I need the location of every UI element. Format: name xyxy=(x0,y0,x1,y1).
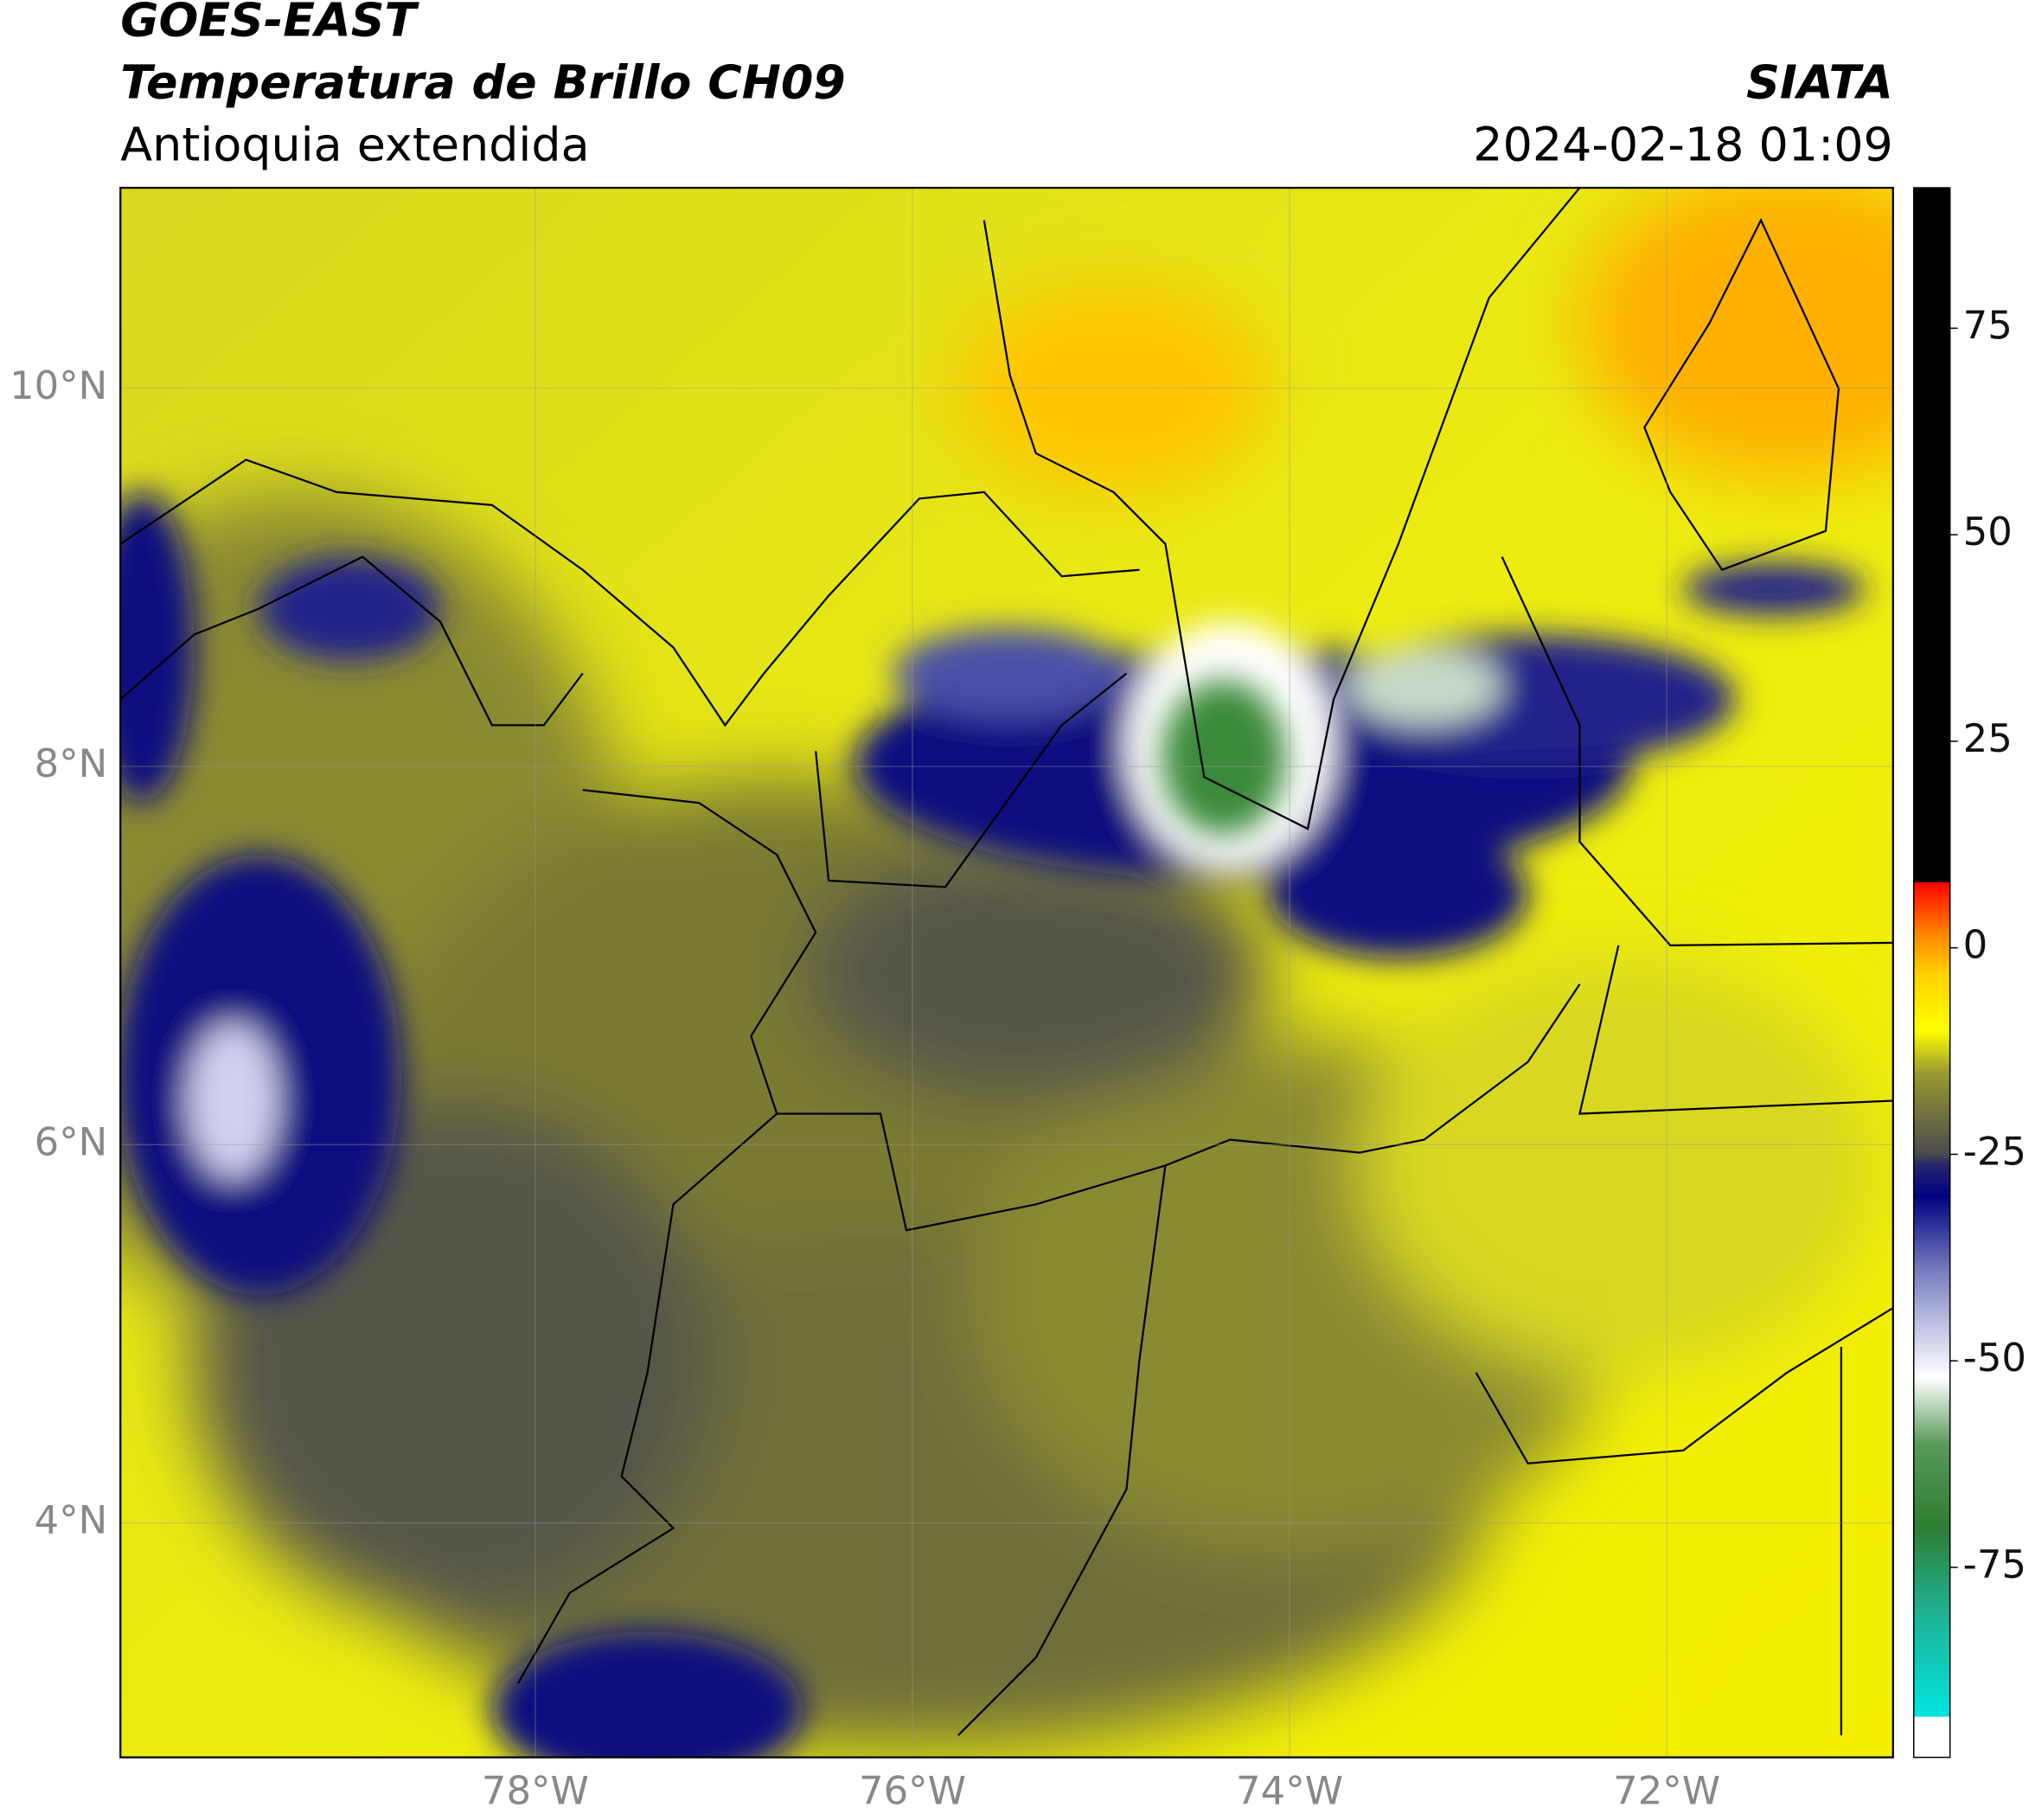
colorbar-segment xyxy=(1913,1162,1950,1196)
colorbar-tick-label: 50 xyxy=(1963,509,2013,554)
title: GOES-EAST xyxy=(120,0,419,48)
colorbar-tick-label: 75 xyxy=(1963,302,2013,348)
y-tick-label: 10°N xyxy=(10,362,107,408)
colorbar-segment xyxy=(1913,1526,1950,1610)
map-frame xyxy=(119,186,1894,1759)
colorbar-tick-label: 25 xyxy=(1963,715,2013,761)
colorbar-segment xyxy=(1913,1154,1950,1163)
colorbar-segment xyxy=(1913,1261,1950,1321)
x-tick-label: 76°W xyxy=(859,1768,966,1814)
agency: SIATA xyxy=(1746,54,1893,109)
colorbar-segment xyxy=(1913,1443,1950,1527)
colorbar-segment xyxy=(1913,1377,1950,1445)
y-tick-label: 8°N xyxy=(35,740,108,786)
colorbar-segment xyxy=(1913,972,1950,1031)
x-tick-label: 74°W xyxy=(1236,1768,1343,1814)
x-tick-label: 72°W xyxy=(1613,1768,1720,1814)
colorbar-segment xyxy=(1913,1715,1950,1759)
colorbar-tick-label: -25 xyxy=(1963,1128,2026,1174)
colorbar-tick-label: 0 xyxy=(1963,922,1988,968)
colorbar-segment xyxy=(1913,1030,1950,1073)
colorbar-tick-label: -50 xyxy=(1963,1335,2026,1381)
colorbar-segment xyxy=(1913,1319,1950,1379)
colorbar-tick-label: -75 xyxy=(1963,1541,2026,1587)
colorbar-segment xyxy=(1913,1608,1950,1717)
colorbar-segment xyxy=(1913,881,1950,932)
y-tick-label: 4°N xyxy=(35,1497,108,1543)
map-image xyxy=(120,188,1893,1758)
colorbar-segment xyxy=(1913,1071,1950,1156)
datetime: 2024-02-18 01:09 xyxy=(1473,117,1892,171)
colorbar-segment xyxy=(1913,931,1950,974)
subtitle: Temperatura de Brillo CH09 xyxy=(120,54,846,109)
colorbar-segment xyxy=(1913,1195,1950,1263)
colorbar-frame xyxy=(1912,187,1951,1759)
y-tick-label: 6°N xyxy=(35,1118,108,1164)
colorbar-segment xyxy=(1913,188,1950,883)
region: Antioquia extendida xyxy=(120,117,589,171)
x-tick-label: 78°W xyxy=(482,1768,589,1814)
